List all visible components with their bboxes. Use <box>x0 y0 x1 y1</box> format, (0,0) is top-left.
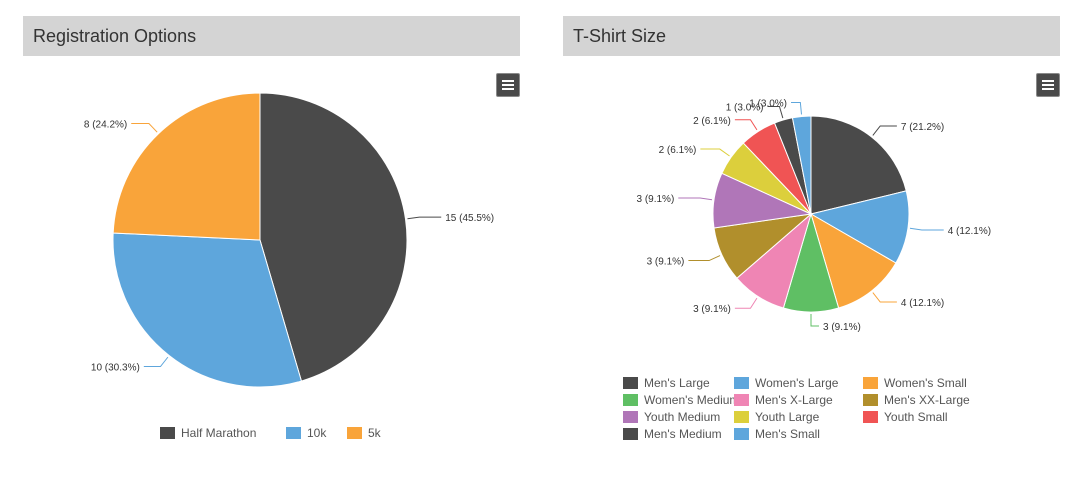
label-connector <box>872 125 897 136</box>
legend-item[interactable]: Men's X-Large <box>734 393 833 407</box>
legend-swatch <box>623 411 638 423</box>
registration-options-panel: Registration Options <box>23 16 520 476</box>
data-label: 2 (6.1%) <box>693 116 731 127</box>
label-connector <box>734 297 758 309</box>
pie-slice[interactable] <box>112 232 303 388</box>
data-label: 10 (30.3%) <box>91 363 140 374</box>
pie-slice[interactable] <box>809 190 910 264</box>
legend-swatch <box>734 428 749 440</box>
data-label: 2 (6.1%) <box>659 145 697 156</box>
legend-swatch <box>734 394 749 406</box>
label-connector <box>909 227 944 231</box>
label-connector <box>872 292 897 303</box>
data-label: 3 (9.1%) <box>636 194 674 205</box>
legend-swatch <box>863 394 878 406</box>
legend-label: Men's X-Large <box>755 393 833 407</box>
label-connector <box>767 106 784 119</box>
legend-swatch <box>734 377 749 389</box>
legend-item[interactable]: Youth Large <box>734 410 819 424</box>
legend-swatch <box>863 377 878 389</box>
data-label: 1 (3.0%) <box>749 99 787 110</box>
data-label: 4 (12.1%) <box>901 298 944 309</box>
panel-title: T-Shirt Size <box>563 16 1060 56</box>
label-connector <box>678 197 713 201</box>
legend-item[interactable]: 5k <box>347 426 381 440</box>
legend-label: Women's Large <box>755 376 839 390</box>
legend-label: Women's Medium <box>644 393 740 407</box>
label-connector <box>143 356 169 368</box>
pie-slice[interactable] <box>259 92 408 382</box>
legend-label: Women's Small <box>884 376 967 390</box>
label-connector <box>791 102 802 115</box>
legend-label: Men's XX-Large <box>884 393 970 407</box>
legend-label: Youth Medium <box>644 410 721 424</box>
legend-label: Youth Small <box>884 410 948 424</box>
legend-swatch <box>347 427 362 439</box>
legend-item[interactable]: 10k <box>286 426 326 440</box>
legend-label: Men's Small <box>755 427 820 441</box>
legend-label: Men's Medium <box>644 427 722 441</box>
legend-item[interactable]: Women's Small <box>863 376 967 390</box>
legend-label: 10k <box>307 426 327 440</box>
data-label: 3 (9.1%) <box>693 304 731 315</box>
pie-slice[interactable] <box>791 115 812 215</box>
hamburger-menu-icon[interactable] <box>496 73 520 97</box>
legend-item[interactable]: Half Marathon <box>160 426 256 440</box>
pie-slice[interactable] <box>112 92 261 241</box>
legend-item[interactable]: Youth Small <box>863 410 948 424</box>
legend-label: 5k <box>368 426 381 440</box>
data-label: 7 (21.2%) <box>901 122 944 133</box>
label-connector <box>734 119 758 131</box>
hamburger-menu-icon[interactable] <box>1036 73 1060 97</box>
data-label: 3 (9.1%) <box>823 322 861 333</box>
data-label: 4 (12.1%) <box>948 226 991 237</box>
data-label: 1 (3.0%) <box>726 103 764 114</box>
legend-item[interactable]: Women's Medium <box>623 393 739 407</box>
legend-item[interactable]: Men's XX-Large <box>863 393 970 407</box>
legend-swatch <box>734 411 749 423</box>
legend-swatch <box>623 428 638 440</box>
t-shirt-size-panel: T-Shirt Size <box>563 16 1060 476</box>
legend-label: Men's Large <box>644 376 710 390</box>
legend-item[interactable]: Men's Large <box>623 376 710 390</box>
legend-swatch <box>623 394 638 406</box>
label-connector <box>700 148 730 157</box>
legend-label: Half Marathon <box>181 426 257 440</box>
legend-item[interactable]: Men's Small <box>734 427 820 441</box>
legend-item[interactable]: Youth Medium <box>623 410 720 424</box>
label-connector <box>688 255 721 262</box>
data-label: 3 (9.1%) <box>647 257 685 268</box>
label-connector <box>407 216 442 220</box>
pie-slice[interactable] <box>810 115 907 215</box>
legend-swatch <box>623 377 638 389</box>
data-label: 8 (24.2%) <box>84 119 127 130</box>
label-connector <box>131 122 158 133</box>
label-connector <box>810 314 819 327</box>
data-label: 15 (45.5%) <box>445 213 494 224</box>
legend-label: Youth Large <box>755 410 820 424</box>
legend-swatch <box>863 411 878 423</box>
legend-swatch <box>160 427 175 439</box>
legend-item[interactable]: Men's Medium <box>623 427 722 441</box>
panel-title: Registration Options <box>23 16 520 56</box>
legend-swatch <box>286 427 301 439</box>
legend-item[interactable]: Women's Large <box>734 376 838 390</box>
